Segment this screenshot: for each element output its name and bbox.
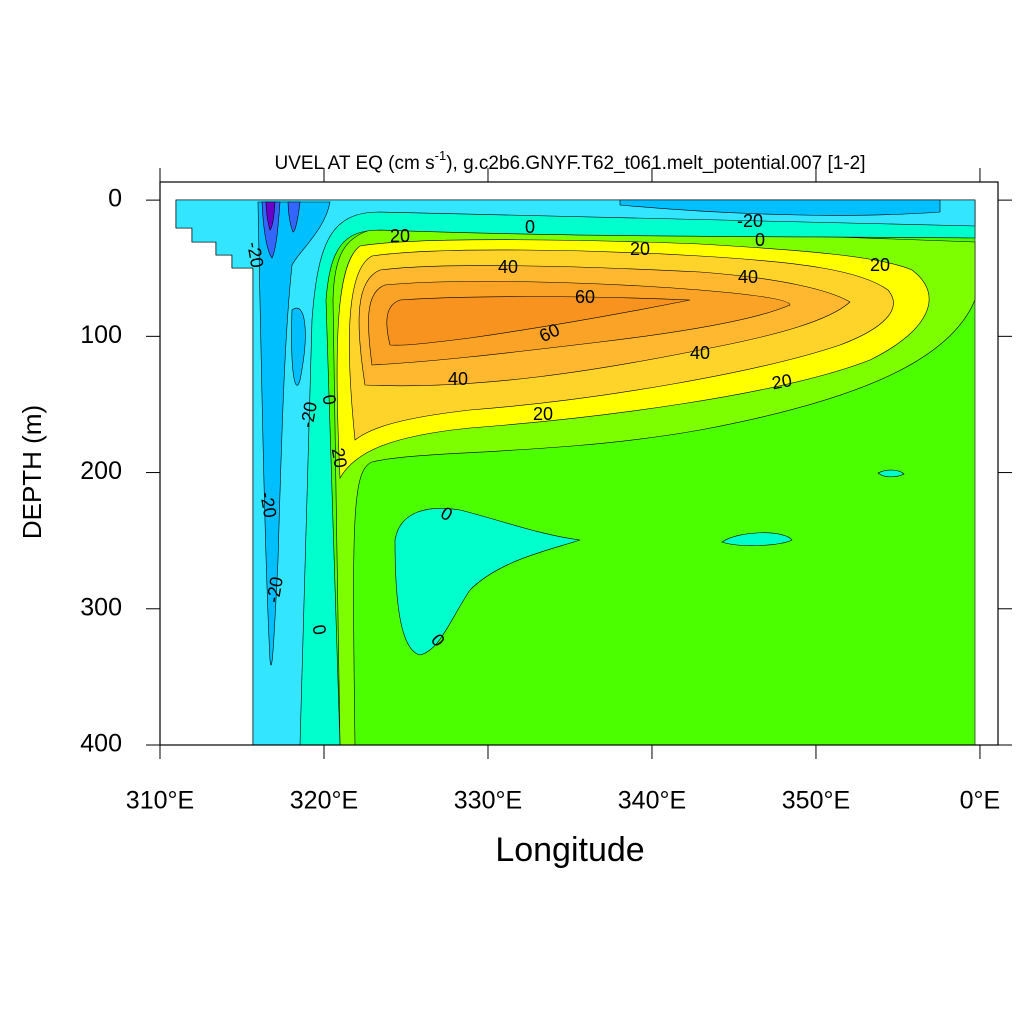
fill-neg-20-30	[619, 199, 941, 216]
contour-label: 40	[448, 369, 468, 389]
title-part: UVEL AT EQ (cm s	[274, 153, 434, 174]
contour-label: 0	[309, 623, 330, 636]
plot-frame	[159, 181, 999, 746]
contour-label: -20	[263, 575, 287, 604]
contour-label: 20	[390, 226, 410, 246]
fill-neg-0-10	[394, 508, 581, 656]
fill-neg-20-30	[257, 201, 331, 666]
y-tick-label: 0	[108, 185, 122, 213]
y-tick-label: 100	[80, 321, 122, 349]
contour-label: 0	[525, 217, 535, 237]
contour-label: 0	[319, 393, 340, 406]
fill-neg-40-up	[265, 201, 276, 231]
x-axis-label: Longitude	[495, 831, 644, 869]
contour-label: 20	[870, 255, 890, 275]
contour-label: -20	[243, 240, 267, 269]
x-tick-label: 310°E	[126, 787, 194, 815]
x-tick-label: 350°E	[782, 787, 850, 815]
fill-neg-30-40	[287, 201, 301, 233]
x-tick-label: 340°E	[618, 787, 686, 815]
y-tick-label: 400	[80, 730, 122, 758]
contour-label: 20	[533, 404, 553, 424]
y-tick-label: 300	[80, 593, 122, 621]
contour-label: 20	[770, 370, 793, 393]
fill-60-up	[386, 296, 691, 346]
contour-label: 20	[328, 446, 351, 469]
y-axis-label: DEPTH (m)	[17, 405, 47, 539]
contour-label: 60	[575, 287, 595, 307]
contour-label: 20	[630, 239, 650, 259]
fill-neg-0-10	[721, 532, 793, 546]
y-tick-label: 200	[80, 457, 122, 485]
contour-fills	[175, 199, 976, 746]
contour-label: 0	[755, 230, 765, 250]
fill-neg-20-30	[291, 307, 306, 386]
title-part: -1	[435, 148, 447, 163]
contour-label: -20	[256, 490, 280, 519]
chart-title: UVEL AT EQ (cm s-1), g.c2b6.GNYF.T62_t06…	[274, 148, 865, 174]
x-tick-label: 0°E	[960, 787, 1001, 815]
fill-neg-30-40	[261, 201, 281, 259]
fill-neg-0-10	[877, 469, 905, 478]
contour-label: 40	[498, 257, 518, 277]
contour-label: -20	[737, 211, 763, 231]
contour-label: 40	[690, 343, 710, 363]
contour-label: 40	[738, 267, 758, 287]
contour-label: -20	[297, 400, 321, 429]
x-tick-label: 330°E	[454, 787, 522, 815]
title-part: ), g.c2b6.GNYF.T62_t061.melt_potential.0…	[446, 153, 865, 174]
x-tick-label: 320°E	[290, 787, 358, 815]
